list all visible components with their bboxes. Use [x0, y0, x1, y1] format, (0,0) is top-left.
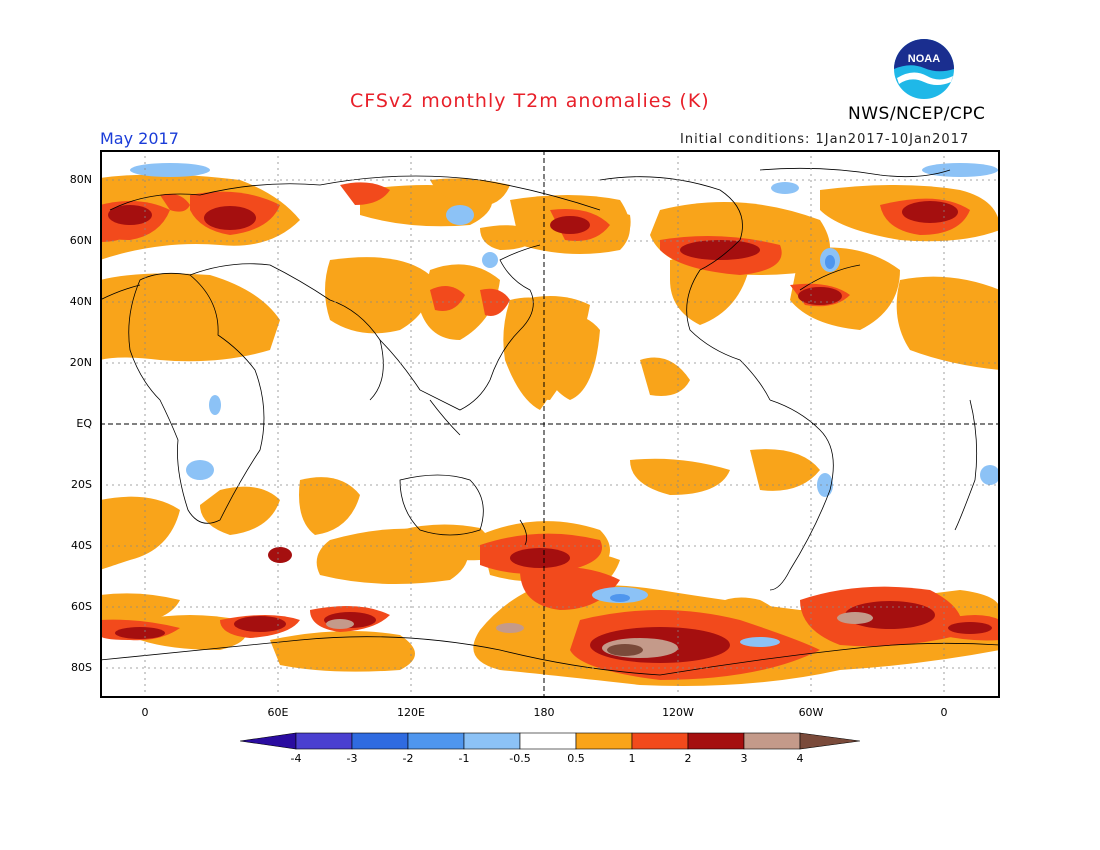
- lat-label-eq: EQ: [76, 417, 92, 430]
- colorbar-label-9: 4: [796, 752, 804, 765]
- colorbar-seg-8: [687, 732, 745, 750]
- lon-label-180: 180: [533, 706, 555, 719]
- anomaly-blue-strong: [610, 255, 835, 602]
- colorbar-label-3: -1: [458, 752, 470, 765]
- lon-label-120w: 120W: [662, 706, 694, 719]
- lat-label-80n: 80N: [69, 173, 92, 186]
- colorbar-label-8: 3: [740, 752, 748, 765]
- noaa-logo-text: NOAA: [908, 53, 940, 65]
- colorbar-label-4: -0.5: [509, 752, 531, 765]
- colorbar-seg-9: [743, 732, 801, 750]
- map-frame: [100, 150, 1000, 698]
- lat-label-20s: 20S: [71, 478, 92, 491]
- colorbar-seg-10: [799, 732, 860, 750]
- lat-label-20n: 20N: [69, 356, 92, 369]
- lat-label-80s: 80S: [71, 661, 92, 674]
- colorbar-seg-6: [575, 732, 633, 750]
- colorbar-label-7: 2: [684, 752, 692, 765]
- colorbar-seg-1: [295, 732, 353, 750]
- main-axes: [100, 150, 1000, 698]
- initial-conditions: Initial conditions: 1Jan2017-10Jan2017: [680, 132, 970, 147]
- noaa-logo: NOAA: [894, 39, 954, 99]
- gridlines: [100, 150, 1000, 698]
- org-label: NWS/NCEP/CPC: [848, 104, 986, 124]
- colorbar-label-1: -3: [346, 752, 358, 765]
- colorbar-label-2: -2: [402, 752, 414, 765]
- anomaly-high: [326, 612, 873, 658]
- lon-label-60w: 60W: [798, 706, 824, 719]
- colorbar: [240, 732, 860, 750]
- lon-label-60e: 60E: [267, 706, 289, 719]
- colorbar-seg-7: [631, 732, 689, 750]
- lat-label-40n: 40N: [69, 295, 92, 308]
- colorbar-seg-2: [351, 732, 409, 750]
- colorbar-label-5: 0.5: [567, 752, 585, 765]
- colorbar-label-0: -4: [290, 752, 302, 765]
- coastlines: [100, 167, 1000, 676]
- month-label: May 2017: [100, 129, 179, 148]
- lon-label-0-east: 0: [940, 706, 948, 719]
- colorbar-seg-4: [463, 732, 521, 750]
- colorbar-label-6: 1: [628, 752, 636, 765]
- lat-label-60s: 60S: [71, 600, 92, 613]
- map-title: CFSv2 monthly T2m anomalies (K): [350, 90, 710, 112]
- colorbar-seg-0: [240, 732, 297, 750]
- anomaly-map: [100, 150, 1000, 698]
- colorbar-seg-3: [407, 732, 465, 750]
- lon-label-0-west: 0: [141, 706, 149, 719]
- anomaly-blue: [130, 163, 1000, 647]
- lon-label-120e: 120E: [397, 706, 425, 719]
- anomaly-darkred: [108, 201, 992, 663]
- lat-label-60n: 60N: [69, 234, 92, 247]
- lat-label-40s: 40S: [71, 539, 92, 552]
- colorbar-seg-5: [519, 732, 577, 750]
